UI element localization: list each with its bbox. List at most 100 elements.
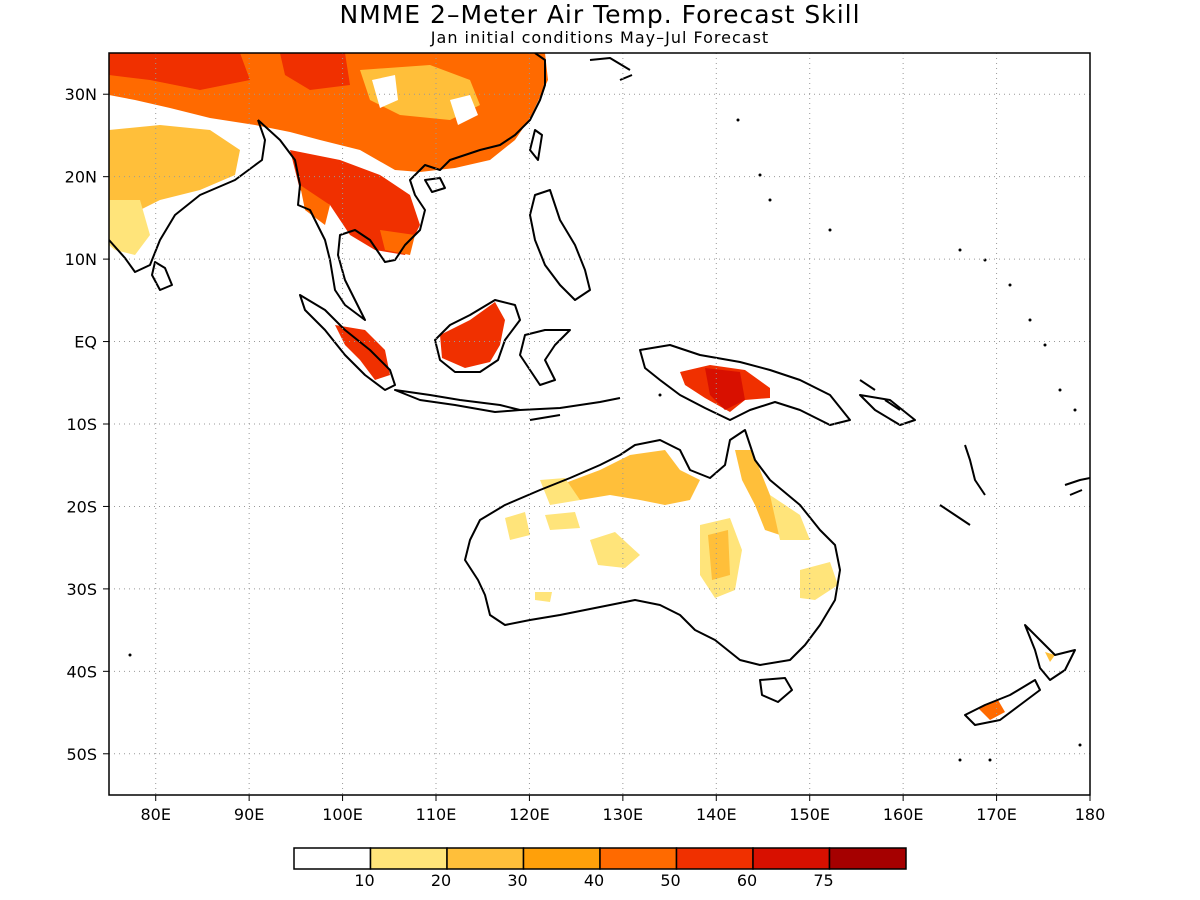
plot-frame (108, 52, 1091, 796)
coastline-sri-lanka (151, 261, 173, 291)
skill-area-new-zealand-north (1045, 652, 1055, 662)
skill-area-australia-interior-2 (545, 512, 580, 530)
legend-swatch (675, 847, 754, 870)
islet (768, 198, 772, 202)
lat-lon-grid (109, 53, 1090, 795)
skill-area-indochina (290, 150, 420, 255)
lon-tick-label: 110E (416, 805, 457, 824)
legend-swatch (293, 847, 372, 870)
skill-shading (109, 53, 1055, 720)
skill-area-australia-southeast (800, 562, 838, 600)
coastline-philippines (529, 189, 591, 301)
skill-area-australia-north (560, 450, 700, 505)
lat-tick-label: EQ (74, 333, 97, 352)
legend-swatch (828, 847, 907, 870)
islet (658, 393, 662, 397)
islet (828, 228, 832, 232)
coastline-australia (464, 429, 841, 666)
coastline-lesser-sunda (519, 397, 621, 421)
legend-label: 50 (660, 871, 680, 890)
skill-area-china-white (372, 75, 478, 125)
map-subtitle: Jan initial conditions May–Jul Forecast (430, 28, 770, 47)
skill-area-sumatra (335, 325, 390, 380)
skill-area-australia-north-light (540, 478, 580, 505)
lon-tick-label: 130E (603, 805, 644, 824)
map-title: NMME 2–Meter Air Temp. Forecast Skill (339, 0, 861, 29)
islet (983, 258, 987, 262)
skill-area-australia-east (735, 450, 785, 535)
lon-tick-label: 100E (322, 805, 363, 824)
lon-tick-label: 170E (976, 805, 1017, 824)
legend-swatch (369, 847, 448, 870)
coastline-new-britain (859, 394, 916, 426)
lon-tick-label: 160E (883, 805, 924, 824)
lon-tick-label: 150E (789, 805, 830, 824)
lat-tick-label: 10N (65, 250, 97, 269)
skill-area-india (109, 125, 240, 245)
color-legend: 10 20 30 40 50 60 75 (293, 847, 907, 890)
coastline-vanuatu (964, 444, 986, 496)
lat-tick-label: 20N (65, 168, 97, 187)
coastline-sumatra (299, 294, 396, 391)
coastline-tasmania (759, 677, 793, 703)
islet (988, 758, 992, 762)
legend-label: 60 (737, 871, 757, 890)
legend-label: 20 (431, 871, 451, 890)
lon-tick-label: 180 (1075, 805, 1106, 824)
islet (958, 758, 962, 762)
skill-area-new-zealand (978, 700, 1005, 720)
legend-label: 75 (813, 871, 833, 890)
islet (736, 118, 740, 122)
coastline-taiwan (529, 129, 543, 161)
lat-tick-label: 30S (66, 580, 97, 599)
coastline-new-caledonia (939, 504, 971, 526)
skill-area-australia-interior-1 (505, 512, 530, 540)
islet (1028, 318, 1032, 322)
legend-swatch (599, 847, 678, 870)
islet (1008, 283, 1012, 287)
skill-area-australia-south (535, 592, 552, 602)
coastline-hainan (424, 177, 446, 193)
coastline-nz-north (1024, 624, 1076, 681)
lat-tick-label: 10S (66, 415, 97, 434)
lat-tick-label: 40S (66, 662, 97, 681)
legend-label: 10 (354, 871, 374, 890)
coastline-japan-south (589, 57, 633, 81)
lon-tick-label: 140E (696, 805, 737, 824)
coastline-new-guinea (639, 344, 851, 426)
lon-tick-label: 90E (234, 805, 264, 824)
legend-label: 30 (507, 871, 527, 890)
coastline-india (109, 119, 266, 273)
legend-swatch (446, 847, 525, 870)
coastline-fiji (1064, 477, 1090, 496)
islet (1043, 343, 1047, 347)
skill-area-australia-interior-3 (590, 532, 640, 568)
lon-tick-label: 120E (509, 805, 550, 824)
islets (128, 118, 1082, 762)
islet (1078, 743, 1082, 747)
skill-area-china-dark (109, 53, 350, 90)
lon-tick-label: 80E (140, 805, 170, 824)
skill-area-australia-interior-4-core (708, 530, 730, 580)
coastline-nz-south (964, 679, 1041, 726)
legend-label: 40 (584, 871, 604, 890)
skill-area-borneo (440, 302, 505, 368)
islet (128, 653, 132, 657)
coastline-sulawesi (519, 329, 571, 386)
coastline-east-asia (257, 53, 546, 321)
coastline-java (394, 389, 521, 413)
skill-area-new-guinea-dark (705, 368, 745, 410)
islet (1073, 408, 1077, 412)
islet (758, 173, 762, 177)
legend-swatch (522, 847, 601, 870)
legend-swatch (752, 847, 831, 870)
coastline-solomons (859, 379, 901, 411)
lat-tick-label: 50S (66, 745, 97, 764)
skill-area-australia-east-light (770, 495, 810, 540)
lat-tick-label: 30N (65, 85, 97, 104)
skill-area-indochina-orange (300, 185, 415, 255)
lat-tick-label: 20S (66, 497, 97, 516)
axis-ticks: 30N 20N 10N EQ 10S 20S 30S 40S 50S 80E 90E 100E 110E… (65, 85, 1106, 824)
coastline-borneo (434, 299, 521, 373)
